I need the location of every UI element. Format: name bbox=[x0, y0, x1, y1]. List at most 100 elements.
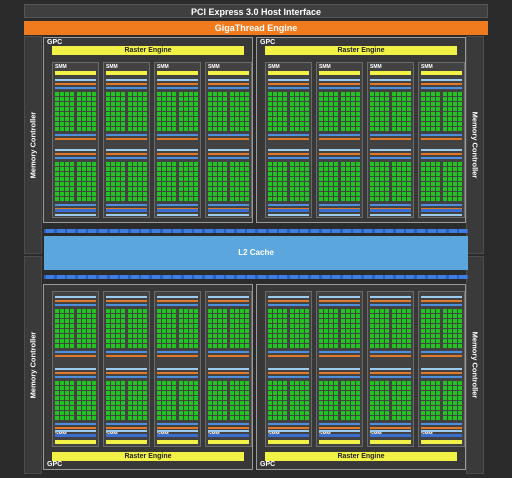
cuda-core bbox=[128, 334, 132, 338]
cuda-core bbox=[235, 122, 239, 126]
cuda-core bbox=[245, 324, 249, 328]
cuda-core bbox=[351, 167, 355, 171]
cuda-core bbox=[407, 117, 411, 121]
shared-memory bbox=[208, 430, 249, 432]
cuda-core bbox=[138, 122, 142, 126]
cuda-core bbox=[157, 324, 161, 328]
cuda-core bbox=[162, 381, 166, 385]
cuda-core bbox=[273, 112, 277, 116]
cuda-core bbox=[55, 197, 59, 201]
cuda-core bbox=[402, 381, 406, 385]
register-file bbox=[55, 304, 96, 306]
cuda-core bbox=[402, 102, 406, 106]
crossbar-segment bbox=[353, 275, 362, 279]
cuda-core bbox=[245, 107, 249, 111]
cuda-core bbox=[283, 329, 287, 333]
cuda-core bbox=[133, 381, 137, 385]
cuda-core bbox=[77, 416, 81, 420]
cuda-core bbox=[341, 182, 345, 186]
cuda-core bbox=[157, 117, 161, 121]
cuda-core bbox=[189, 167, 193, 171]
cuda-core bbox=[346, 396, 350, 400]
cuda-core bbox=[138, 406, 142, 410]
cuda-core bbox=[334, 192, 338, 196]
cuda-core bbox=[295, 411, 299, 415]
cuda-core bbox=[240, 127, 244, 131]
cuda-core bbox=[223, 309, 227, 313]
crossbar-segment bbox=[162, 229, 171, 233]
cuda-core bbox=[218, 324, 222, 328]
cuda-core bbox=[436, 92, 440, 96]
cuda-core bbox=[208, 324, 212, 328]
cuda-core bbox=[407, 102, 411, 106]
cuda-core bbox=[194, 172, 198, 176]
polymorph-engine bbox=[319, 440, 360, 444]
cuda-core bbox=[370, 172, 374, 176]
cuda-core bbox=[55, 177, 59, 181]
cuda-core bbox=[179, 314, 183, 318]
cuda-core bbox=[143, 117, 147, 121]
cuda-core bbox=[157, 309, 161, 313]
cuda-core bbox=[300, 112, 304, 116]
cuda-core bbox=[162, 92, 166, 96]
cuda-core bbox=[283, 112, 287, 116]
cuda-core bbox=[213, 386, 217, 390]
cuda-core bbox=[290, 162, 294, 166]
cuda-core bbox=[397, 339, 401, 343]
cuda-core bbox=[133, 92, 137, 96]
cuda-core bbox=[213, 411, 217, 415]
cuda-core bbox=[157, 339, 161, 343]
cuda-core bbox=[431, 107, 435, 111]
crossbar-segment bbox=[141, 229, 150, 233]
sfu bbox=[157, 138, 198, 140]
cuda-core bbox=[235, 117, 239, 121]
cuda-core bbox=[223, 329, 227, 333]
cuda-core bbox=[402, 309, 406, 313]
cuda-core bbox=[268, 381, 272, 385]
cuda-core bbox=[305, 187, 309, 191]
cuda-core bbox=[300, 97, 304, 101]
cuda-core bbox=[208, 192, 212, 196]
cuda-core bbox=[273, 339, 277, 343]
cuda-core bbox=[65, 401, 69, 405]
cuda-core bbox=[157, 172, 161, 176]
crossbar-segment bbox=[99, 229, 107, 233]
cuda-core bbox=[121, 127, 125, 131]
cuda-core bbox=[162, 117, 166, 121]
cuda-core bbox=[392, 172, 396, 176]
cuda-core bbox=[230, 324, 234, 328]
cuda-core bbox=[138, 386, 142, 390]
cuda-core bbox=[334, 162, 338, 166]
crossbar-segment bbox=[173, 275, 182, 279]
cuda-core bbox=[143, 197, 147, 201]
cuda-core bbox=[295, 329, 299, 333]
texture-unit bbox=[208, 434, 249, 437]
cuda-core bbox=[436, 396, 440, 400]
crossbar-segment bbox=[99, 275, 107, 279]
polymorph-engine bbox=[370, 71, 411, 75]
cuda-core bbox=[448, 416, 452, 420]
cuda-core bbox=[128, 324, 132, 328]
cuda-core bbox=[346, 172, 350, 176]
cuda-core bbox=[106, 391, 110, 395]
cuda-core bbox=[458, 324, 462, 328]
cuda-core bbox=[128, 127, 132, 131]
cuda-core bbox=[436, 187, 440, 191]
cuda-core bbox=[329, 329, 333, 333]
shared-memory bbox=[319, 430, 360, 432]
cuda-core bbox=[407, 182, 411, 186]
cuda-core bbox=[385, 339, 389, 343]
cuda-core bbox=[138, 167, 142, 171]
cuda-core bbox=[143, 386, 147, 390]
cuda-core bbox=[290, 339, 294, 343]
cuda-core bbox=[208, 309, 212, 313]
instruction-cache bbox=[319, 149, 360, 151]
cuda-core bbox=[143, 187, 147, 191]
cuda-core bbox=[431, 381, 435, 385]
cuda-core bbox=[116, 344, 120, 348]
cuda-core bbox=[172, 329, 176, 333]
cuda-core bbox=[179, 107, 183, 111]
cuda-core bbox=[273, 92, 277, 96]
cuda-core bbox=[273, 177, 277, 181]
